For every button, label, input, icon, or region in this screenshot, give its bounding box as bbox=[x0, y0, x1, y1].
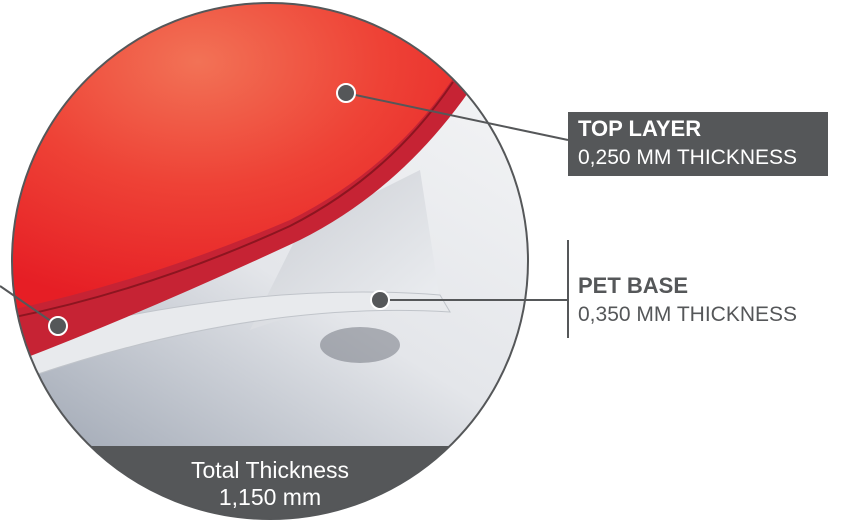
callout-detail: 0,250 MM THICKNESS bbox=[578, 146, 797, 169]
callout-title: TOP LAYER bbox=[578, 116, 701, 141]
footer-value: 1,150 mm bbox=[219, 484, 321, 510]
footer-title: Total Thickness bbox=[191, 457, 349, 483]
callout-detail: 0,350 MM THICKNESS bbox=[578, 303, 797, 326]
callout-title: PET BASE bbox=[578, 273, 688, 298]
